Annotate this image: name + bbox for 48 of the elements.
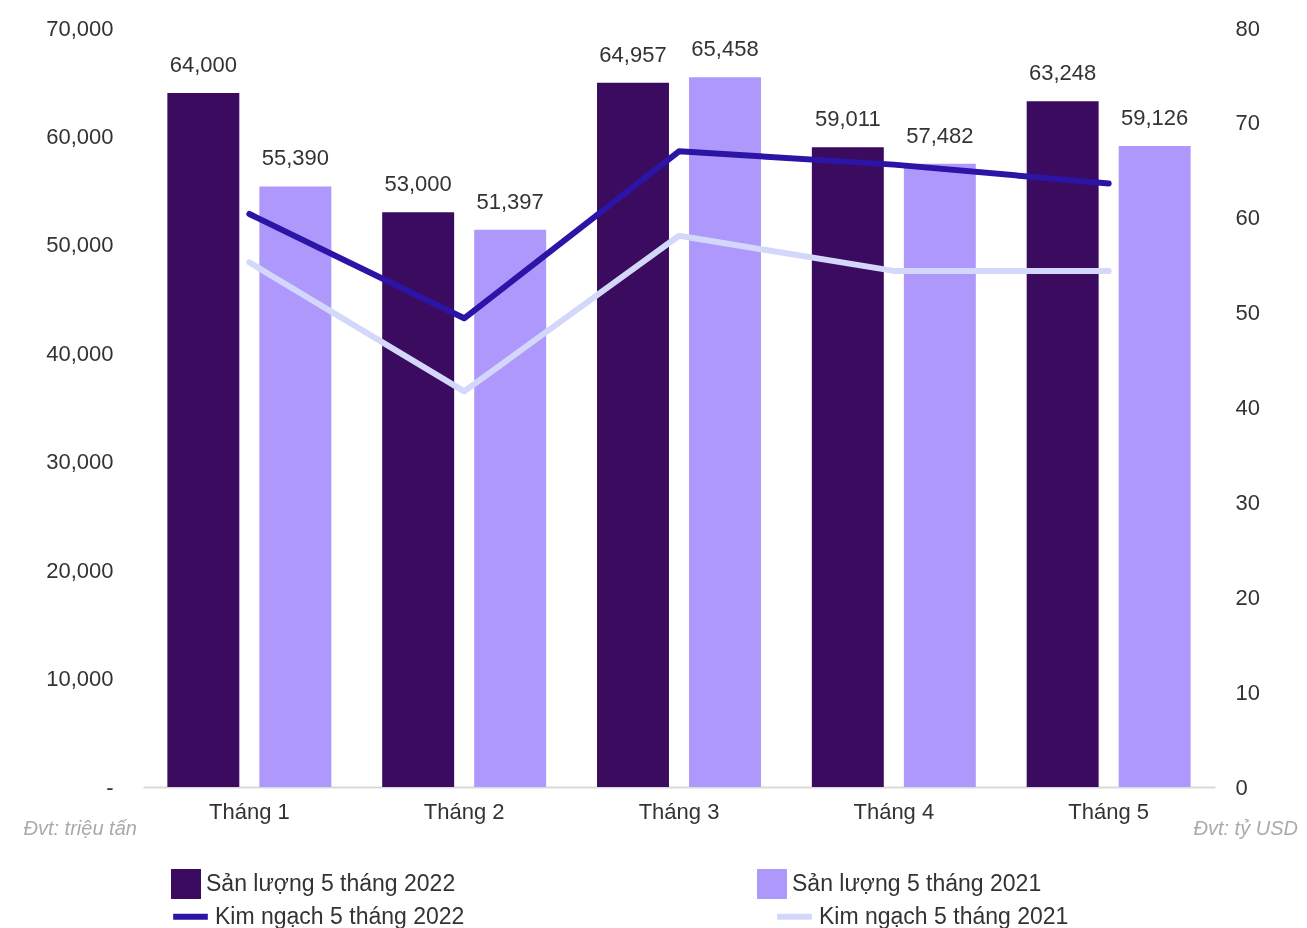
y2-tick-label: 20: [1235, 584, 1260, 610]
y-tick-label: 20,000: [46, 557, 114, 583]
y2-tick-label: 0: [1235, 774, 1248, 800]
data-label: 55,390: [261, 145, 329, 171]
y2-tick-label: 40: [1235, 395, 1260, 420]
data-label: 63,248: [1029, 60, 1097, 86]
data-label: 64,957: [599, 41, 667, 67]
bar: [1118, 145, 1191, 787]
data-label: 57,482: [906, 122, 974, 148]
bar: [1026, 101, 1099, 787]
x-tick-label: Tháng 4: [853, 798, 935, 824]
y-tick-label: 10,000: [46, 666, 114, 692]
y-tick-label: 30,000: [46, 449, 114, 475]
legend-label: Sản lượng 5 tháng 2022: [206, 870, 456, 896]
y2-axis-title: Đvt: tỷ USD: [1193, 816, 1298, 839]
y-tick-label: 60,000: [46, 123, 114, 149]
data-label: 64,000: [169, 52, 237, 78]
bar: [382, 212, 455, 787]
y2-tick-label: 70: [1235, 110, 1260, 136]
y-tick-label: 50,000: [46, 232, 114, 258]
y-tick-label: 70,000: [46, 15, 114, 41]
data-label: 59,011: [815, 106, 881, 132]
bar: [167, 93, 240, 787]
y-axis-title: Đvt: triệu tấn: [23, 816, 137, 839]
bar: [259, 186, 332, 787]
x-tick-label: Tháng 3: [638, 798, 720, 824]
data-label: 53,000: [384, 171, 452, 197]
y-tick-label: -: [106, 774, 114, 800]
x-tick-label: Tháng 5: [1068, 798, 1150, 824]
bar: [811, 147, 884, 787]
data-label: 59,126: [1121, 104, 1189, 130]
data-label: 51,397: [476, 188, 544, 214]
legend-label: Sản lượng 5 tháng 2021: [792, 870, 1042, 896]
y2-tick-label: 50: [1235, 300, 1260, 326]
legend-label: Kim ngạch 5 tháng 2022: [215, 902, 465, 928]
x-tick-label: Tháng 2: [423, 798, 505, 824]
legend-label: Kim ngạch 5 tháng 2021: [819, 902, 1069, 928]
data-label: 65,458: [691, 36, 759, 62]
bar: [597, 82, 669, 787]
y2-tick-label: 30: [1235, 489, 1260, 515]
bar: [689, 77, 761, 787]
x-tick-label: Tháng 1: [208, 798, 290, 824]
bar: [474, 229, 547, 787]
y-tick-label: 40,000: [46, 340, 114, 366]
y2-tick-label: 60: [1235, 205, 1260, 231]
bar: [903, 163, 976, 787]
y2-tick-label: 10: [1235, 679, 1260, 705]
y2-tick-label: 80: [1235, 15, 1260, 41]
